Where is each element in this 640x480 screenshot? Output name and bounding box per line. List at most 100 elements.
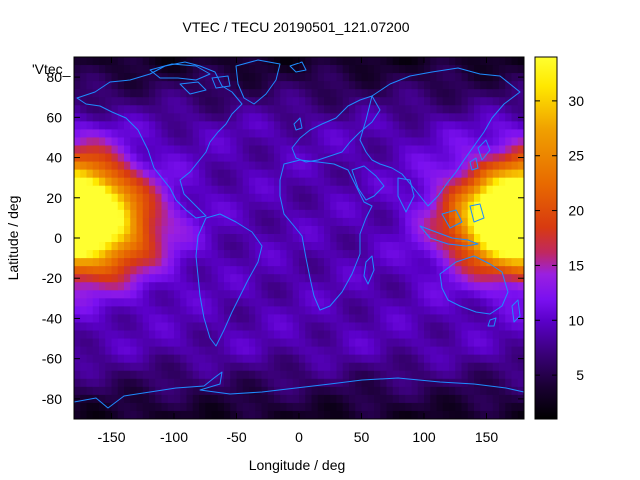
heatmap-cell xyxy=(117,378,125,388)
heatmap-cell xyxy=(467,402,475,412)
heatmap-cell xyxy=(330,177,338,187)
heatmap-cell xyxy=(386,73,394,82)
heatmap-cell xyxy=(436,250,444,259)
heatmap-cell xyxy=(505,65,513,74)
heatmap-cell xyxy=(261,105,269,114)
heatmap-cell xyxy=(486,290,494,299)
heatmap-cell xyxy=(142,370,150,380)
heatmap-cell xyxy=(236,378,244,388)
heatmap-cell xyxy=(136,290,144,299)
heatmap-cell xyxy=(336,394,344,404)
heatmap-cell xyxy=(499,185,506,195)
heatmap-cell xyxy=(274,153,281,163)
heatmap-cell xyxy=(205,242,213,251)
heatmap-cell xyxy=(280,57,288,66)
heatmap-cell xyxy=(499,258,506,267)
heatmap-cell xyxy=(505,378,513,388)
heatmap-cell xyxy=(474,177,481,187)
heatmap-cell xyxy=(330,169,338,179)
heatmap-cell xyxy=(492,242,500,251)
heatmap-cell xyxy=(386,89,394,98)
heatmap-cell xyxy=(286,266,294,275)
heatmap-cell xyxy=(105,378,113,388)
heatmap-cell xyxy=(192,209,200,219)
heatmap-cell xyxy=(511,185,519,195)
heatmap-cell xyxy=(149,169,156,179)
heatmap-cell xyxy=(249,233,256,243)
heatmap-cell xyxy=(230,314,238,324)
heatmap-cell xyxy=(105,209,113,219)
heatmap-cell xyxy=(136,242,144,251)
heatmap-cell xyxy=(317,258,325,267)
heatmap-cell xyxy=(442,105,450,114)
heatmap-cell xyxy=(174,410,181,419)
heatmap-cell xyxy=(324,402,331,412)
heatmap-cell xyxy=(211,274,219,283)
heatmap-cell xyxy=(167,145,175,155)
heatmap-cell xyxy=(342,161,350,171)
heatmap-cell xyxy=(367,402,375,412)
heatmap-cell xyxy=(455,177,463,187)
heatmap-cell xyxy=(267,274,275,283)
heatmap-cell xyxy=(511,121,519,130)
heatmap-cell xyxy=(274,402,281,412)
coastline-arctic-islands xyxy=(149,63,231,95)
heatmap-cell xyxy=(342,330,350,340)
heatmap-cell xyxy=(111,354,119,364)
heatmap-cell xyxy=(111,362,119,372)
heatmap-cell xyxy=(505,73,513,82)
heatmap-cell xyxy=(105,113,113,122)
heatmap-cell xyxy=(336,169,344,179)
heatmap-cell xyxy=(299,209,306,219)
heatmap-cell xyxy=(424,89,431,98)
heatmap-cell xyxy=(486,233,494,243)
heatmap-cell xyxy=(336,250,344,259)
heatmap-cell xyxy=(505,330,513,340)
heatmap-cell xyxy=(186,250,194,259)
heatmap-cell xyxy=(355,209,363,219)
heatmap-cell xyxy=(217,113,225,122)
heatmap-cell xyxy=(317,346,325,356)
heatmap-cell xyxy=(192,378,200,388)
heatmap-cell xyxy=(292,338,300,348)
heatmap-cell xyxy=(442,97,450,106)
heatmap-cell xyxy=(355,370,363,380)
heatmap-cell xyxy=(467,113,475,122)
heatmap-cell xyxy=(249,225,256,235)
heatmap-cell xyxy=(192,402,200,412)
heatmap-cell xyxy=(99,410,106,419)
heatmap-cell xyxy=(174,121,181,130)
heatmap-cell xyxy=(199,274,206,283)
heatmap-cell xyxy=(467,290,475,299)
heatmap-cell xyxy=(174,274,181,283)
heatmap-cell xyxy=(480,394,488,404)
heatmap-cell xyxy=(149,153,156,163)
heatmap-cell xyxy=(511,274,519,283)
heatmap-cell xyxy=(505,137,513,147)
heatmap-cell xyxy=(130,81,138,90)
heatmap-cell xyxy=(336,161,344,171)
heatmap-cell xyxy=(317,161,325,171)
heatmap-cell xyxy=(417,137,425,147)
heatmap-cell xyxy=(261,153,269,163)
heatmap-cell xyxy=(517,370,524,380)
heatmap-cell xyxy=(117,169,125,179)
heatmap-cell xyxy=(286,330,294,340)
heatmap-cell xyxy=(361,225,369,235)
heatmap-cell xyxy=(336,258,344,267)
heatmap-cell xyxy=(511,65,519,74)
heatmap-cell xyxy=(499,410,506,419)
heatmap-cell xyxy=(274,57,281,66)
heatmap-cell xyxy=(305,209,313,219)
heatmap-cell xyxy=(224,161,231,171)
heatmap-cell xyxy=(86,274,94,283)
heatmap-cell xyxy=(367,81,375,90)
heatmap-cell xyxy=(74,346,81,356)
y-tick-label: 20 xyxy=(46,190,62,206)
heatmap-cell xyxy=(230,169,238,179)
heatmap-cell xyxy=(405,410,413,419)
heatmap-cell xyxy=(124,209,131,219)
heatmap-cell xyxy=(261,233,269,243)
heatmap-cell xyxy=(105,89,113,98)
heatmap-cell xyxy=(111,410,119,419)
